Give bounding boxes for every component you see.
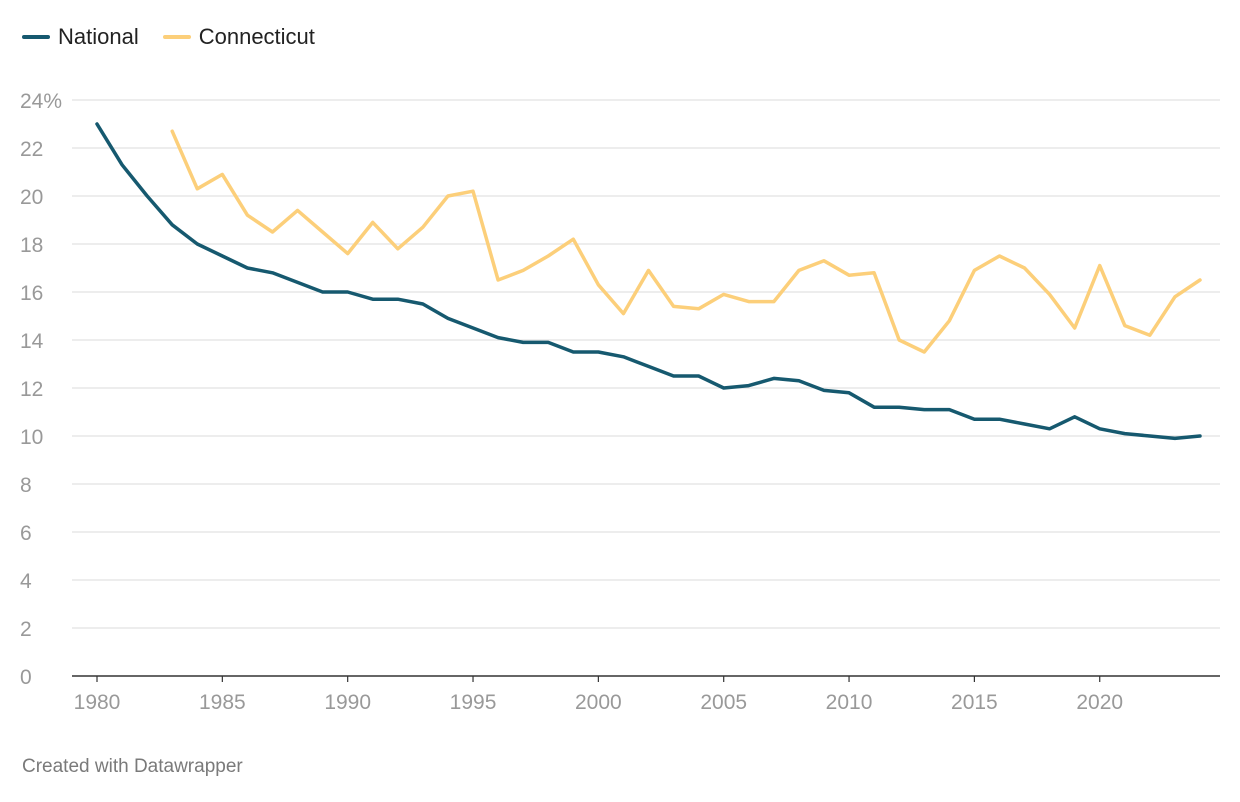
legend-item-connecticut: Connecticut [162, 24, 315, 50]
x-tick-label: 1980 [74, 691, 121, 714]
y-tick-label: 8 [20, 474, 32, 497]
datawrapper-credit: Created with Datawrapper [22, 756, 243, 777]
x-tick-label: 2005 [700, 691, 747, 714]
x-tick-label: 1990 [324, 691, 371, 714]
x-tick-label: 2020 [1076, 691, 1123, 714]
y-tick-label: 16 [20, 282, 43, 305]
y-tick-label: 12 [20, 378, 43, 401]
y-tick-label: 20 [20, 186, 43, 209]
x-tick-label: 1995 [450, 691, 497, 714]
chart-legend: National Connecticut [22, 24, 339, 50]
x-tick-label: 1985 [199, 691, 246, 714]
x-tick-label: 2010 [826, 691, 873, 714]
legend-label-national: National [58, 24, 139, 49]
y-tick-label: 22 [20, 138, 43, 161]
y-tick-label: 6 [20, 522, 32, 545]
x-tick-label: 2015 [951, 691, 998, 714]
y-tick-label: 14 [20, 330, 44, 353]
y-tick-label: 4 [20, 570, 32, 593]
x-tick-label: 2000 [575, 691, 622, 714]
series-line-national [95, 122, 1202, 441]
y-tick-label: 18 [20, 234, 43, 257]
y-tick-label: 10 [20, 426, 43, 449]
legend-swatch-national [22, 35, 50, 39]
legend-item-national: National [22, 24, 139, 50]
series-line-connecticut [170, 129, 1202, 354]
y-tick-label: 2 [20, 618, 32, 641]
legend-label-connecticut: Connecticut [198, 24, 315, 49]
y-tick-label: 0 [20, 666, 32, 689]
legend-swatch-connecticut [162, 35, 191, 39]
y-tick-label: 24% [20, 90, 62, 113]
